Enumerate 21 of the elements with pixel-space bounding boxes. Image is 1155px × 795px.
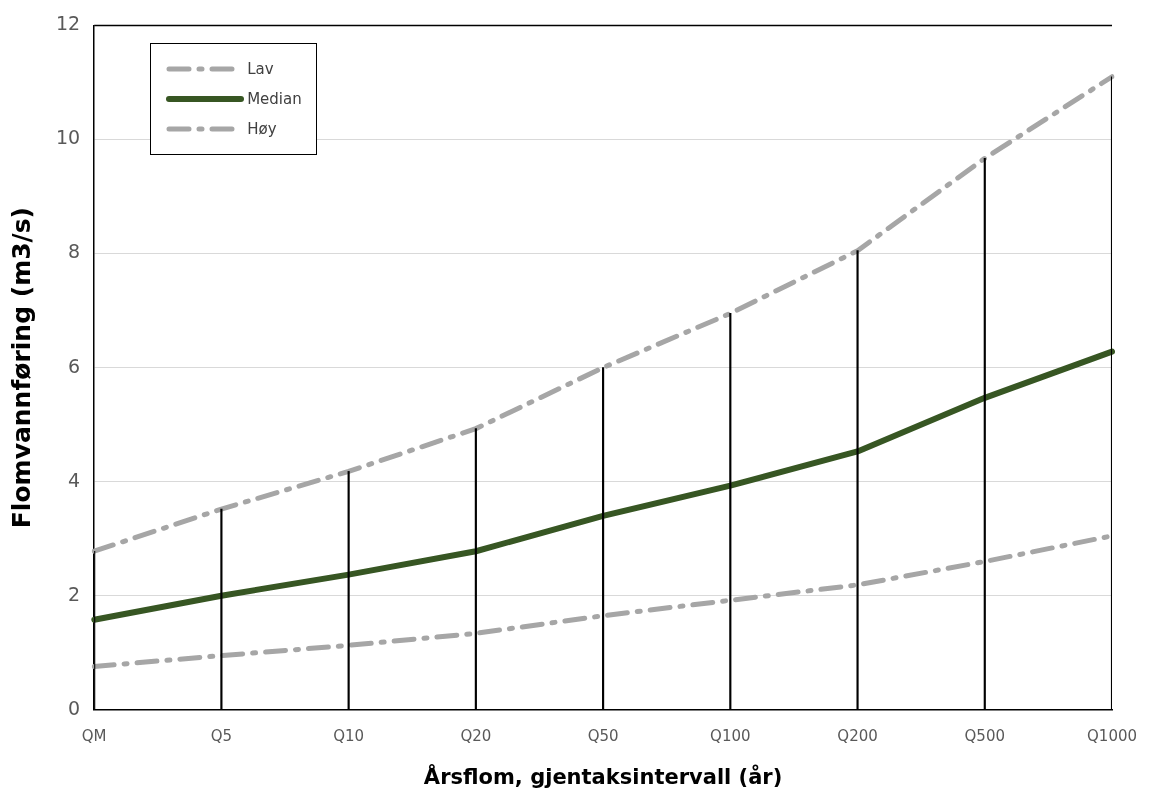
x-tick-label: QM (81, 726, 107, 745)
x-tick-label: Q1000 (1087, 726, 1137, 745)
x-tick-label: Q20 (460, 726, 492, 745)
x-tick-label: Q50 (587, 726, 619, 745)
y-tick-label: 2 (68, 582, 81, 605)
x-tick-label: Q10 (333, 726, 365, 745)
x-tick-label: Q200 (837, 726, 878, 745)
y-tick-label: 4 (68, 468, 81, 491)
x-tick-label: Q100 (710, 726, 751, 745)
x-tick-label: Q5 (210, 726, 233, 745)
x-tick-label: Q500 (964, 726, 1005, 745)
legend-label: Median (247, 90, 302, 109)
y-tick-label: 12 (55, 12, 81, 35)
y-tick-label: 6 (68, 354, 81, 377)
legend-label: Høy (247, 120, 277, 139)
y-tick-label: 0 (68, 696, 81, 719)
y-tick-label: 10 (55, 126, 81, 149)
y-axis-title: Flomvannføring (m3/s) (6, 206, 36, 529)
legend-label: Lav (247, 60, 274, 79)
y-tick-label: 8 (68, 240, 81, 263)
x-axis-title: Årsflom, gjentaksintervall (år) (423, 763, 783, 789)
